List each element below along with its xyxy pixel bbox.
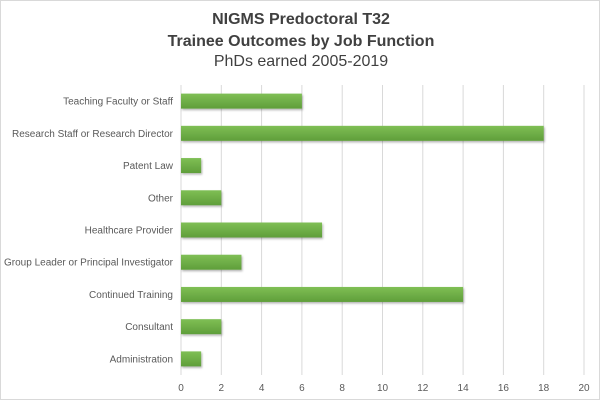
x-tick-label: 12 [417, 383, 429, 394]
bar [181, 125, 544, 141]
bar [181, 286, 464, 302]
category-label: Other [148, 193, 174, 204]
x-tick-label: 16 [498, 383, 510, 394]
bar [181, 93, 302, 109]
category-label: Group Leader or Principal Investigator [4, 258, 174, 269]
x-tick-label: 14 [458, 383, 470, 394]
category-label: Consultant [125, 322, 173, 333]
chart-subtitle: Trainee Outcomes by Job Function [167, 33, 435, 50]
bar [181, 222, 323, 238]
x-tick-label: 8 [339, 383, 345, 394]
category-label: Research Staff or Research Director [12, 129, 174, 140]
x-tick-label: 2 [219, 383, 225, 394]
x-tick-label: 6 [299, 383, 305, 394]
category-label: Teaching Faculty or Staff [63, 97, 173, 108]
bar [181, 319, 222, 335]
chart-subtitle-years: PhDs earned 2005-2019 [213, 53, 389, 70]
bar [181, 351, 202, 367]
bar [181, 254, 242, 270]
bar [181, 158, 202, 174]
x-tick-label: 18 [538, 383, 550, 394]
x-tick-label: 20 [578, 383, 590, 394]
chart-title: NIGMS Predoctoral T32 [212, 11, 390, 28]
x-tick-label: 4 [259, 383, 265, 394]
category-label: Administration [110, 354, 173, 365]
x-tick-label: 10 [377, 383, 389, 394]
category-label: Continued Training [89, 290, 173, 301]
category-label: Patent Law [123, 161, 174, 172]
x-tick-label: 0 [178, 383, 184, 394]
category-label: Healthcare Provider [85, 226, 174, 237]
bar [181, 190, 222, 206]
